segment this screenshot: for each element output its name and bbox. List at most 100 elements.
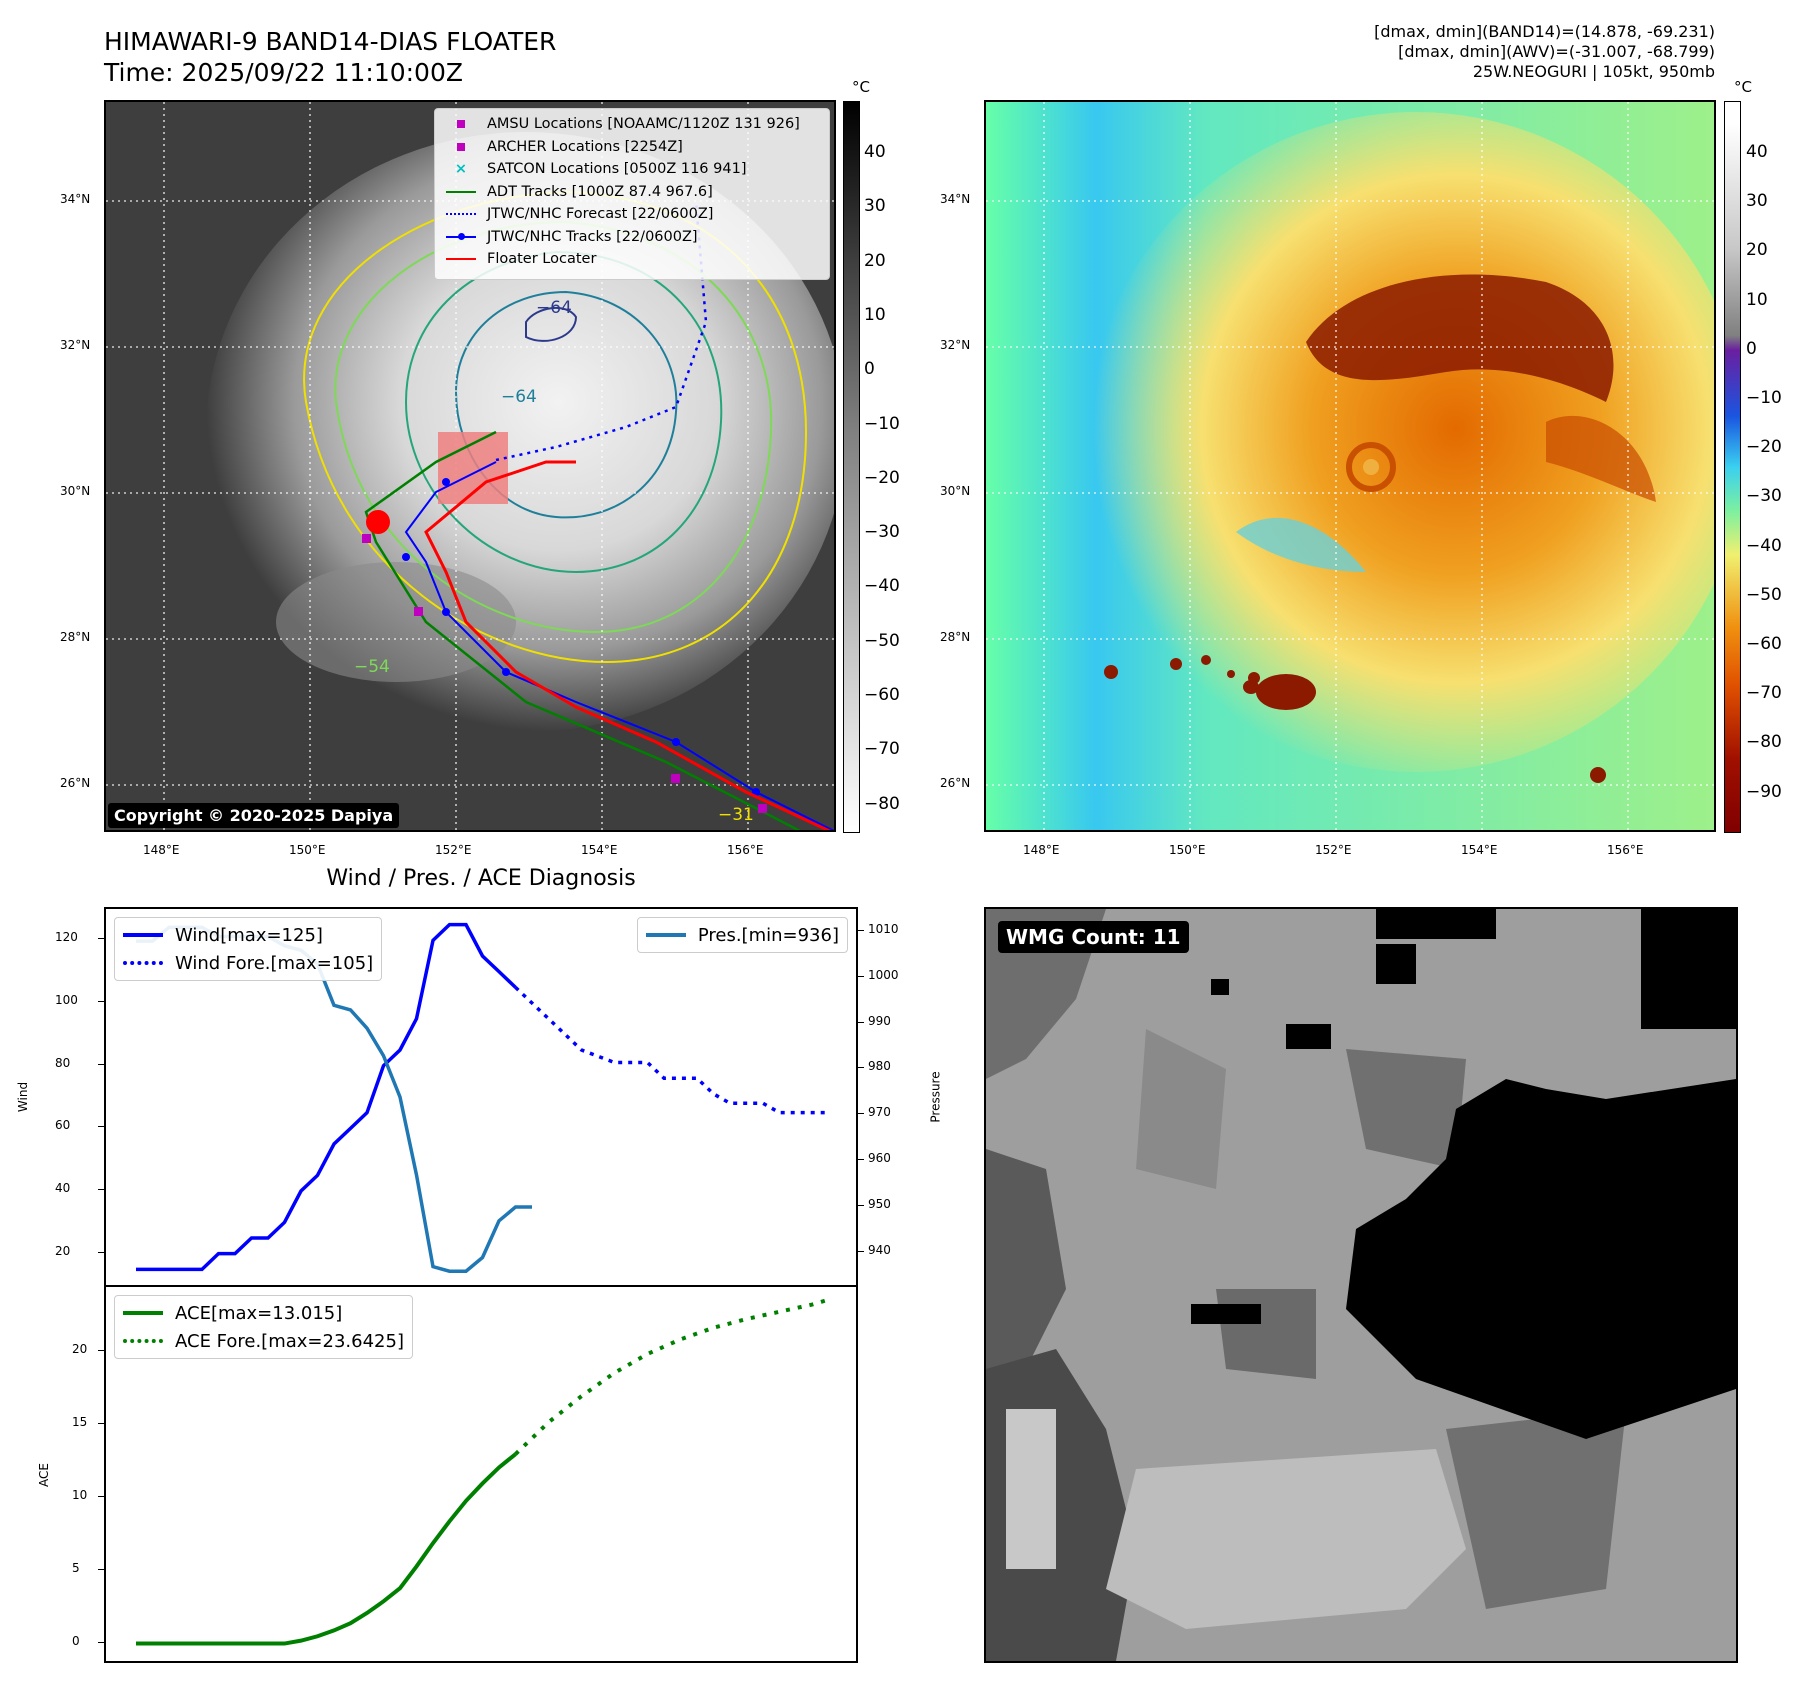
- colorbar-tick-label: 20: [1746, 240, 1768, 261]
- ace-legend: ACE[max=13.015] ACE Fore.[max=23.6425]: [114, 1295, 413, 1359]
- wind-pressure-panel: Wind[max=125] Wind Fore.[max=105] Pres.[…: [104, 907, 858, 1287]
- colorbar-tick-label: 10: [864, 304, 886, 325]
- lat-label: 32°N: [940, 338, 971, 352]
- colorbar-tick-label: −40: [864, 576, 900, 597]
- wmg-count-badge: WMG Count: 11: [998, 921, 1189, 953]
- ace-tick-label: 20: [72, 1342, 88, 1357]
- ace-tick-label: 10: [72, 1488, 88, 1502]
- ace-plot: [136, 1297, 830, 1646]
- ace-tick-label: 5: [72, 1560, 80, 1575]
- line-icon: [123, 1311, 163, 1315]
- colorbar-tick-label: −20: [864, 467, 900, 488]
- legend-item-jtwc: JTWC/NHC Tracks [22/0600Z]: [443, 226, 821, 249]
- pressure-tick-label: 970: [868, 1105, 891, 1120]
- wind-tick-label: 100: [55, 993, 78, 1007]
- colorbar-tick-label: 40: [1746, 142, 1768, 162]
- series-line-0: [136, 922, 517, 1272]
- lon-label: 152°E: [435, 843, 472, 857]
- legend-item-wind-fore: Wind Fore.[max=105]: [123, 949, 373, 977]
- line-dot-icon: [446, 232, 476, 240]
- colorbar-tick-label: −50: [1746, 584, 1782, 605]
- colorbar-tick-label: −60: [1746, 634, 1782, 654]
- y2-tick-mark: [858, 1021, 864, 1023]
- colorbar-tick-label: −70: [1746, 683, 1782, 704]
- legend-item-adt: ADT Tracks [1000Z 87.4 967.6]: [443, 181, 821, 204]
- colorbar-tick-label: −60: [864, 685, 900, 705]
- wind-tick-label: 20: [55, 1243, 71, 1258]
- lon-label: 150°E: [289, 843, 326, 857]
- y-tick-mark: [98, 1063, 104, 1065]
- y2-tick-mark: [858, 1250, 864, 1252]
- wmg-graphic: [986, 909, 1736, 1661]
- lon-label: 148°E: [143, 843, 180, 857]
- colorbar-tick-label: −50: [864, 630, 900, 651]
- y2-tick-mark: [858, 1159, 864, 1161]
- wind-tick-label: 80: [55, 1055, 71, 1070]
- y-tick-mark: [98, 1350, 104, 1352]
- colorbar-unit: °C: [852, 78, 870, 96]
- pressure-tick-label: 980: [868, 1059, 891, 1074]
- legend-item-ace: ACE[max=13.015]: [123, 1299, 404, 1327]
- chart-title-line1: HIMAWARI-9 BAND14-DIAS FLOATER: [104, 27, 557, 56]
- color-colorbar: [1724, 101, 1741, 833]
- dotted-line-icon: [123, 1339, 163, 1343]
- pressure-tick-label: 940: [868, 1242, 891, 1257]
- info-line2: [dmax, dmin](AWV)=(-31.007, -68.799): [1398, 42, 1715, 61]
- legend-item-wind: Wind[max=125]: [123, 921, 373, 949]
- colorbar-tick-label: 40: [864, 142, 886, 162]
- colorbar-tick-label: 0: [864, 359, 875, 380]
- ace-panel: ACE[max=13.015] ACE Fore.[max=23.6425]: [104, 1285, 858, 1663]
- y2-tick-mark: [858, 929, 864, 931]
- wind-tick-label: 120: [55, 930, 78, 945]
- lon-label: 150°E: [1169, 843, 1206, 857]
- pressure-tick-label: 1000: [868, 967, 899, 982]
- legend-item-archer: ARCHER Locations [2254Z]: [443, 136, 821, 159]
- series-line-1: [514, 986, 829, 1115]
- lat-label: 30°N: [60, 484, 91, 498]
- info-line1: [dmax, dmin](BAND14)=(14.878, -69.231): [1374, 22, 1715, 41]
- diagnosis-title: Wind / Pres. / ACE Diagnosis: [326, 866, 636, 891]
- lat-label: 28°N: [60, 630, 91, 644]
- y-tick-mark: [98, 1251, 104, 1253]
- y-tick-mark: [98, 1189, 104, 1190]
- awv-map-graphic: [986, 102, 1714, 830]
- wmg-panel: WMG Count: 11: [984, 907, 1738, 1663]
- colorbar-unit: °C: [1734, 78, 1752, 96]
- y-tick-mark: [98, 938, 104, 940]
- y2-tick-mark: [858, 1067, 864, 1069]
- x-marker-icon: ×: [454, 161, 468, 178]
- lon-label: 152°E: [1315, 843, 1352, 857]
- contour-label: −31: [718, 805, 754, 825]
- line-icon: [123, 933, 163, 937]
- colorbar-tick-label: 30: [1746, 191, 1768, 212]
- legend-item-forecast: JTWC/NHC Forecast [22/0600Z]: [443, 203, 821, 226]
- copyright-badge: Copyright © 2020-2025 Dapiya: [108, 803, 400, 828]
- colorbar-tick-label: −90: [1746, 781, 1782, 802]
- contour-label: −64: [501, 387, 537, 407]
- line-icon: [446, 190, 476, 193]
- contour-label: −54: [354, 657, 390, 677]
- dotted-line-icon: [123, 961, 163, 965]
- pressure-axis-label: Pressure: [928, 1071, 943, 1123]
- awv-map-panel: [984, 100, 1716, 832]
- colorbar-tick-label: 0: [1746, 338, 1757, 359]
- lat-label: 30°N: [940, 484, 971, 498]
- lon-label: 156°E: [1607, 843, 1644, 857]
- legend-item-amsu: AMSU Locations [NOAAMC/1120Z 131 926]: [443, 113, 821, 136]
- square-marker-icon: [457, 142, 465, 151]
- y-tick-mark: [98, 1423, 104, 1425]
- ace-tick-label: 15: [72, 1415, 88, 1430]
- y-tick-mark: [98, 1568, 104, 1570]
- pressure-legend: Pres.[min=936]: [636, 917, 848, 953]
- colorbar-tick-label: −70: [864, 739, 900, 760]
- y-tick-mark: [98, 1001, 104, 1002]
- colorbar-tick-label: −30: [1746, 486, 1782, 507]
- lat-label: 26°N: [60, 776, 91, 790]
- y-tick-mark: [98, 1641, 104, 1643]
- gray-colorbar: [843, 101, 860, 833]
- lon-label: 156°E: [727, 843, 764, 857]
- square-marker-icon: [457, 120, 465, 129]
- pressure-tick-label: 960: [868, 1151, 891, 1166]
- lon-label: 154°E: [1461, 843, 1498, 857]
- ace-series-line-0: [136, 1452, 517, 1646]
